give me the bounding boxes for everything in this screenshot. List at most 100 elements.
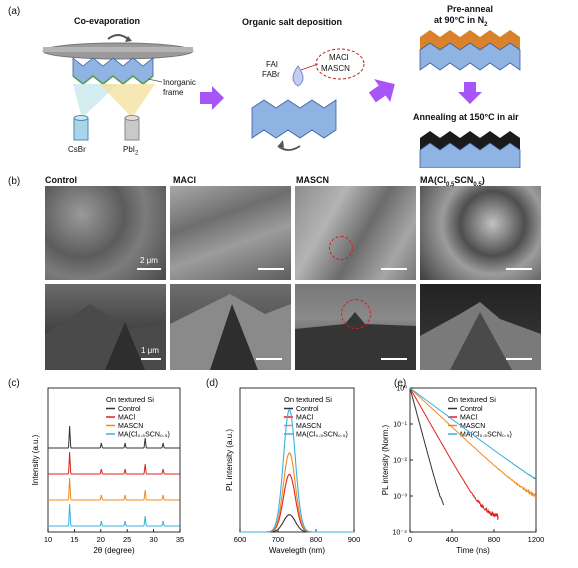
- legend-entry: Control: [460, 406, 483, 413]
- panel-a-label: (a): [8, 6, 21, 17]
- scale-bar: [141, 358, 161, 360]
- y-tick-label: 10⁻²: [393, 458, 407, 465]
- sem-top-mascn: [295, 186, 416, 280]
- csbr-vapor: [73, 84, 118, 118]
- panel-e-label: (e): [394, 378, 407, 389]
- co-evap-film: [72, 57, 154, 85]
- scale-bar: [258, 268, 284, 270]
- sem-cross-macl: [170, 284, 291, 370]
- x-tick-label: 800: [488, 535, 501, 544]
- x-tick-label: 0: [408, 535, 412, 544]
- process-arrow-1: [200, 86, 224, 110]
- sem-cross-ma-cl-scn: [420, 284, 541, 370]
- scale-bar: [381, 358, 407, 360]
- spin-arrow-icon: [277, 145, 301, 151]
- x-tick-label: 400: [446, 535, 459, 544]
- scale-label-bottom: 1 μm: [141, 346, 159, 355]
- x-tick-label: 30: [149, 535, 157, 544]
- step1-title: Co-evaporation: [74, 16, 141, 26]
- csbr-label: CsBr: [68, 145, 86, 154]
- x-tick-label: 35: [176, 535, 184, 544]
- chart-title: On textured Si: [284, 395, 332, 404]
- salt-fai: FAI: [266, 60, 279, 69]
- process-arrow-3: [458, 82, 482, 104]
- sem-cross-control: 1 μm: [45, 284, 166, 370]
- csbr-crucible: [73, 117, 89, 141]
- y-axis-label: PL intensity (a.u.): [225, 429, 234, 491]
- xrd-trace-2: [48, 477, 180, 501]
- y-axis-label: PL intensity (Norm.): [381, 424, 390, 495]
- x-tick-label: 20: [97, 535, 105, 544]
- legend-entry: MA(Cl₀.₅SCN₀.₅): [118, 432, 170, 439]
- y-tick-label: 10⁰: [396, 385, 407, 393]
- trpl-trace-3: [409, 387, 537, 481]
- inorganic-frame-label: Inorganic frame: [163, 78, 196, 97]
- legend-entry: MACl: [296, 415, 314, 422]
- x-tick-label: 900: [348, 535, 361, 544]
- x-axis-label: 2θ (degree): [93, 546, 135, 555]
- col-title-ma-cl-scn: MA(Cl0.5SCN0.5): [420, 175, 485, 188]
- deposited-film: [251, 99, 337, 139]
- y-tick-label: 10⁻¹: [393, 422, 407, 429]
- x-tick-label: 15: [70, 535, 78, 544]
- scale-bar: [506, 358, 532, 360]
- pl-trace-3: [240, 408, 354, 533]
- pbi2-vapor: [100, 84, 155, 118]
- x-tick-label: 600: [234, 535, 247, 544]
- sem-top-control: 2 μm: [45, 186, 166, 280]
- orange-cap-layer: [420, 30, 520, 50]
- panel-b-label: (b): [8, 176, 21, 187]
- additive-macl: MACl: [329, 53, 349, 62]
- legend-entry: MACl: [460, 415, 478, 422]
- process-arrow-2: [368, 79, 395, 103]
- rotation-arrow-icon: [107, 34, 129, 40]
- x-tick-label: 1200: [528, 535, 545, 544]
- legend-entry: MA(Cl₀.₅SCN₀.₅): [460, 432, 512, 439]
- pl-trace-0: [240, 514, 354, 533]
- legend-entry: Control: [118, 406, 141, 413]
- defect-circle: [329, 236, 353, 260]
- pl-trace-2: [240, 452, 354, 533]
- xrd-trace-1: [48, 451, 180, 475]
- trpl-trace-1: [409, 387, 499, 520]
- x-tick-label: 800: [310, 535, 323, 544]
- salt-fabr: FABr: [262, 70, 280, 79]
- y-tick-label: 10⁻³: [393, 494, 407, 501]
- panel-c-label: (c): [8, 378, 20, 389]
- preanneal-film: [419, 42, 521, 71]
- col-title-mascn: MASCN: [296, 175, 329, 185]
- trpl-trace-0: [409, 387, 445, 506]
- col-title-control: Control: [45, 175, 77, 185]
- x-axis-label: Wavelegth (nm): [269, 546, 326, 555]
- plot-frame: [47, 387, 181, 533]
- scale-bar: [381, 268, 407, 270]
- step3-title-line1: Pre-anneal: [447, 4, 494, 14]
- charts-svg: 10 15 20 25 30 35 2θ (degree) Intensity (a.u.) O…: [31, 385, 545, 556]
- pbi2-label: PbI2: [123, 145, 139, 157]
- col-title-macl: MACl: [173, 175, 196, 185]
- annealed-dark-layer: [420, 131, 520, 150]
- xrd-trace-3: [48, 503, 180, 527]
- panel-a-schematic: [42, 30, 521, 168]
- scale-bar: [506, 268, 532, 270]
- scale-label-top: 2 μm: [140, 256, 158, 265]
- plot-frame: [239, 387, 355, 533]
- legend-entry: MASCN: [118, 423, 143, 430]
- defect-circle: [341, 299, 371, 329]
- scale-bar: [256, 358, 282, 360]
- annealed-film: [419, 142, 521, 168]
- salt-droplet: [292, 65, 304, 87]
- chart-title: On textured Si: [106, 395, 154, 404]
- x-tick-label: 25: [123, 535, 131, 544]
- step3-title-line2: at 90°C in N2: [434, 15, 488, 28]
- y-axis-label: Intensity (a.u.): [31, 434, 40, 485]
- x-axis-label: Time (ns): [456, 546, 490, 555]
- chart-title: On textured Si: [448, 395, 496, 404]
- y-tick-label: 10⁻⁴: [393, 530, 408, 537]
- pbi2-crucible: [124, 117, 140, 141]
- x-tick-label: 700: [272, 535, 285, 544]
- legend-entry: Control: [296, 406, 319, 413]
- xrd-trace-0: [48, 425, 180, 449]
- scale-bar: [137, 268, 161, 270]
- legend-entry: MA(Cl₀.₅SCN₀.₅): [296, 432, 348, 439]
